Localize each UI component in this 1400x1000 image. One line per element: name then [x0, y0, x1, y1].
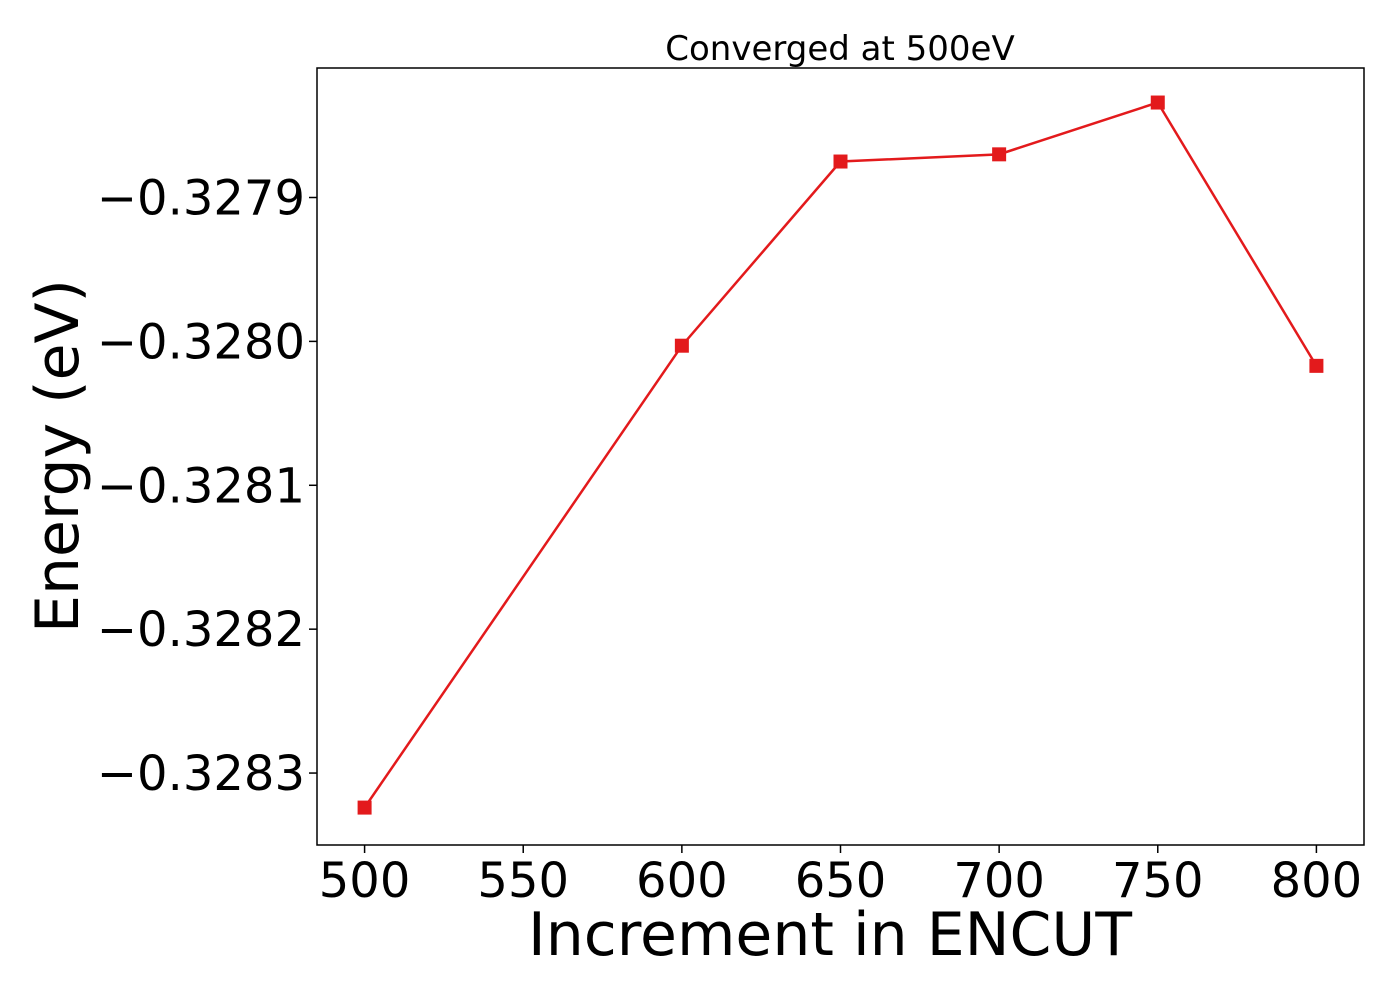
x-axis: 500 550 600 650 700 750 800 [319, 845, 1362, 909]
data-point-marker [992, 147, 1007, 162]
data-point-marker [357, 800, 372, 815]
data-point-marker [1150, 95, 1165, 110]
x-tick-label: 600 [636, 853, 728, 909]
y-tick-label: −0.3281 [97, 458, 305, 514]
x-axis-title: Increment in ENCUT [528, 900, 1132, 970]
data-point-marker [1309, 358, 1324, 373]
x-tick-label: 700 [953, 853, 1045, 909]
x-tick-label: 500 [319, 853, 411, 909]
data-point-marker [833, 154, 848, 169]
data-point-marker [674, 338, 689, 353]
x-tick-label: 800 [1271, 853, 1363, 909]
y-tick-label: −0.3283 [97, 746, 305, 802]
y-tick-label: −0.3279 [97, 171, 305, 227]
y-tick-label: −0.3282 [97, 602, 305, 658]
series-line [363, 101, 1318, 809]
x-tick-label: 750 [1112, 853, 1204, 909]
x-tick-label: 650 [795, 853, 887, 909]
chart-title: Converged at 500eV [665, 29, 1014, 69]
x-tick-label: 550 [477, 853, 569, 909]
y-axis-title: Energy (eV) [23, 279, 93, 633]
y-axis: −0.3279 −0.3280 −0.3281 −0.3282 −0.3283 [97, 171, 317, 802]
y-tick-label: −0.3280 [97, 314, 305, 370]
series-layer [357, 95, 1324, 815]
